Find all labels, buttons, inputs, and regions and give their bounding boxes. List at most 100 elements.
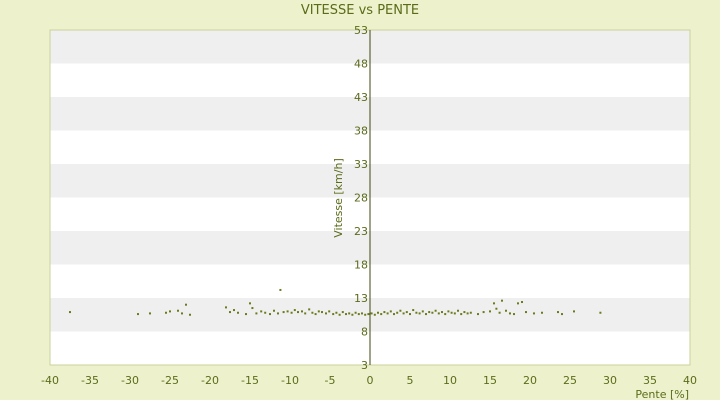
x-tick-labels: -40 -35 -30 -25 -20 -15 -10 -5 0 5 10 15 20 25 30 35 40 [41, 374, 697, 387]
data-point [457, 309, 459, 312]
data-point [345, 313, 347, 316]
data-point [225, 306, 227, 309]
data-point [460, 313, 463, 316]
data-point [409, 313, 411, 316]
data-point [255, 312, 258, 315]
data-point [466, 312, 469, 315]
data-point [317, 310, 320, 313]
x-tick-label: -35 [81, 374, 99, 387]
data-point [251, 307, 254, 310]
data-point [321, 311, 323, 314]
data-point [541, 311, 543, 314]
data-point [237, 311, 239, 314]
data-point [405, 311, 408, 314]
x-tick-label: -30 [121, 374, 139, 387]
data-point [69, 311, 71, 314]
x-tick-label: 20 [523, 374, 537, 387]
data-point [357, 313, 360, 316]
data-point [428, 311, 431, 314]
y-tick-label: 43 [354, 91, 368, 104]
data-point [517, 302, 519, 305]
data-point [509, 312, 511, 315]
data-point [351, 313, 354, 316]
data-point [279, 288, 282, 291]
x-tick-label: -5 [325, 374, 336, 387]
data-point [412, 309, 415, 312]
data-point [441, 311, 443, 314]
data-point [521, 301, 523, 304]
data-point [573, 310, 575, 313]
data-point [249, 302, 251, 305]
data-point [386, 312, 389, 315]
y-tick-label: 3 [361, 359, 368, 372]
data-point [245, 313, 247, 316]
y-tick-label: 28 [354, 192, 368, 205]
y-tick-label: 53 [354, 24, 368, 37]
data-points [69, 288, 602, 316]
data-point [332, 313, 335, 316]
data-point [453, 312, 456, 315]
data-point [177, 309, 179, 312]
data-point [482, 311, 485, 314]
x-tick-label: 25 [563, 374, 577, 387]
x-tick-label: 40 [683, 374, 697, 387]
data-point [418, 312, 421, 315]
data-point [325, 312, 327, 315]
data-point [354, 311, 357, 314]
data-point [513, 313, 515, 316]
data-point [447, 310, 450, 313]
data-point [493, 302, 495, 305]
data-point [348, 312, 351, 315]
data-point [370, 312, 373, 315]
data-point [277, 312, 279, 315]
y-tick-label: 33 [354, 158, 368, 171]
data-point [233, 309, 235, 312]
data-point [338, 313, 341, 316]
data-point [185, 303, 187, 306]
data-point [286, 310, 289, 313]
data-point [498, 311, 501, 314]
x-tick-label: 10 [443, 374, 457, 387]
x-tick-label: -10 [281, 374, 299, 387]
y-tick-label: 48 [354, 58, 368, 71]
data-point [314, 313, 317, 316]
data-point [450, 311, 453, 314]
x-tick-label: 30 [603, 374, 617, 387]
data-point [421, 310, 424, 313]
data-point [361, 312, 363, 315]
data-point [264, 311, 267, 314]
data-point [169, 310, 171, 313]
data-point [293, 309, 296, 312]
data-point [557, 311, 559, 314]
y-tick-label: 8 [361, 326, 368, 339]
data-point [377, 311, 379, 314]
y-axis-label: Vitesse [km/h] [332, 158, 345, 238]
data-point [297, 311, 299, 314]
x-tick-label: 0 [367, 374, 374, 387]
x-tick-label: -40 [41, 374, 59, 387]
data-point [501, 299, 503, 302]
y-tick-label: 18 [354, 259, 368, 272]
data-point [304, 312, 307, 315]
data-point [469, 311, 472, 314]
data-point [396, 311, 399, 314]
y-tick-label: 38 [354, 125, 368, 138]
data-point [335, 311, 338, 314]
data-point [599, 311, 602, 314]
data-point [229, 311, 231, 314]
data-point [364, 313, 367, 316]
y-tick-label: 13 [354, 292, 368, 305]
data-point [383, 311, 386, 314]
data-point [437, 312, 440, 315]
data-point [373, 313, 376, 316]
data-point [505, 309, 507, 312]
data-point [308, 308, 311, 311]
data-point [367, 313, 370, 316]
x-tick-label: 5 [407, 374, 414, 387]
data-point [402, 312, 405, 315]
x-tick-label: -25 [161, 374, 179, 387]
data-point [425, 313, 427, 316]
data-point [301, 310, 303, 313]
